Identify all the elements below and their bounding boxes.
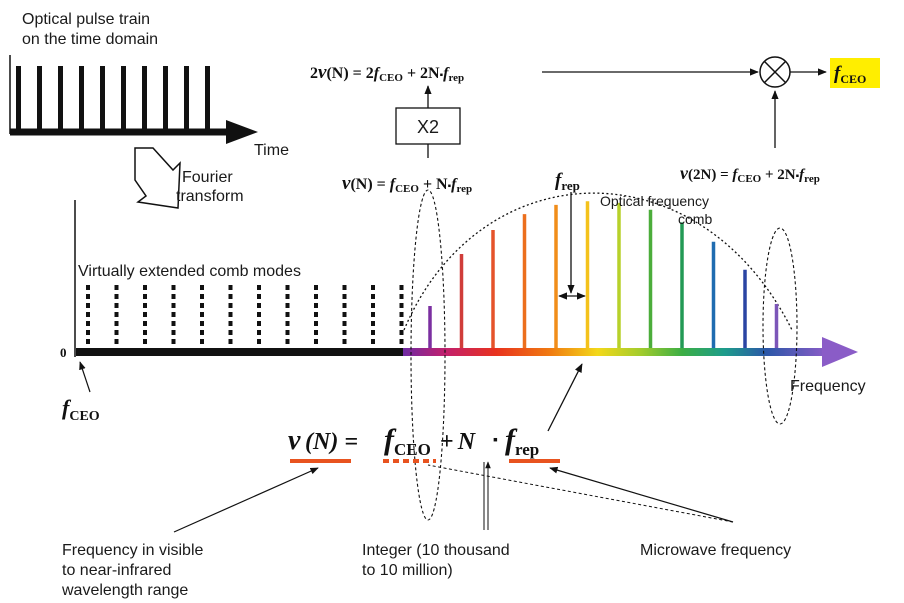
f-2f-interferometer: ν(N) = fCEO + N▪frep X2 2ν(N) = 2fCEO + … — [310, 56, 880, 195]
doubler-label: X2 — [417, 117, 439, 137]
extended-modes-label: Virtually extended comb modes — [78, 263, 301, 280]
annotation-visible-line3: wavelength range — [61, 582, 188, 599]
equation-2nu-n: 2ν(N) = 2fCEO + 2N▪frep — [310, 62, 464, 84]
ellipse-high-mode — [762, 227, 798, 425]
main-equation-n: (N) = — [305, 429, 358, 455]
doubler-box — [395, 107, 461, 145]
main-equation-frep: frep — [505, 423, 539, 459]
frequency-axis-label: Frequency — [790, 378, 866, 395]
pointer-equation-to-spectrum — [547, 363, 583, 432]
time-axis-arrowhead — [226, 120, 258, 144]
comb-modes — [428, 201, 779, 348]
fourier-label-line2: transform — [176, 188, 244, 205]
annotation-visible-line2: to near-infrared — [62, 562, 171, 579]
pointer-microwave-solid — [549, 466, 734, 523]
time-caption-line2: on the time domain — [22, 31, 158, 48]
time-axis-label: Time — [254, 142, 289, 159]
annotation-microwave: Microwave frequency — [640, 542, 791, 559]
zero-label: 0 — [60, 345, 67, 360]
ellipse-low-mode — [410, 189, 446, 521]
pulse — [205, 66, 210, 130]
main-equation-dot: ▪ — [493, 433, 498, 448]
frequency-axis-black-segment — [76, 348, 404, 356]
pointer-microwave-dashed — [427, 464, 734, 523]
equation-nu-2n: ν(2N) = fCEO + 2N▪frep — [680, 163, 820, 185]
frequency-domain-plot: 0 Frequency Virtually extended comb mode… — [60, 170, 866, 521]
equation-nu-n: ν(N) = fCEO + N▪frep — [342, 173, 472, 195]
pulse — [142, 66, 147, 130]
frep-label: frep — [555, 170, 580, 193]
fceo-pointer — [79, 361, 91, 393]
pulse — [184, 66, 189, 130]
annotations: Frequency in visible to near-infrared wa… — [61, 461, 791, 599]
fourier-transform-arrow: Fourier transform — [134, 147, 244, 209]
fourier-arrow-icon — [134, 147, 181, 209]
pulse — [100, 66, 105, 130]
annotation-integer-line2: to 10 million) — [362, 562, 453, 579]
time-caption-line1: Optical pulse train — [22, 11, 150, 28]
comb-label-line1: Optical frequency — [600, 193, 709, 209]
frequency-axis-arrowhead — [822, 337, 858, 367]
pulse — [163, 66, 168, 130]
pulse — [16, 66, 21, 130]
pulse — [121, 66, 126, 130]
output-fceo-label: fCEO — [834, 63, 866, 86]
pulse — [37, 66, 42, 130]
mixer-icon — [759, 56, 791, 88]
pulse-train — [16, 66, 210, 130]
annotation-visible-line1: Frequency in visible — [62, 542, 204, 559]
time-domain-plot: Optical pulse train on the time domain T… — [9, 11, 289, 159]
comb-envelope — [403, 192, 793, 331]
fourier-label-line1: Fourier — [182, 169, 233, 186]
output-highlight — [830, 58, 880, 88]
pulse — [79, 66, 84, 130]
main-equation-plus-n: + N — [440, 429, 477, 455]
main-equation: ν (N) = fCEO + N ▪ frep — [288, 363, 583, 463]
annotation-integer-line1: Integer (10 thousand — [362, 542, 510, 559]
fceo-label: fCEO — [62, 395, 100, 424]
pulse — [58, 66, 63, 130]
frequency-axis-spectrum-segment — [403, 348, 826, 356]
main-equation-fceo: fCEO — [384, 423, 431, 459]
virtual-comb-modes — [86, 285, 404, 347]
main-equation-nu: ν — [288, 425, 301, 456]
pointer-visible — [173, 467, 319, 533]
comb-label-line2: comb — [678, 211, 712, 227]
